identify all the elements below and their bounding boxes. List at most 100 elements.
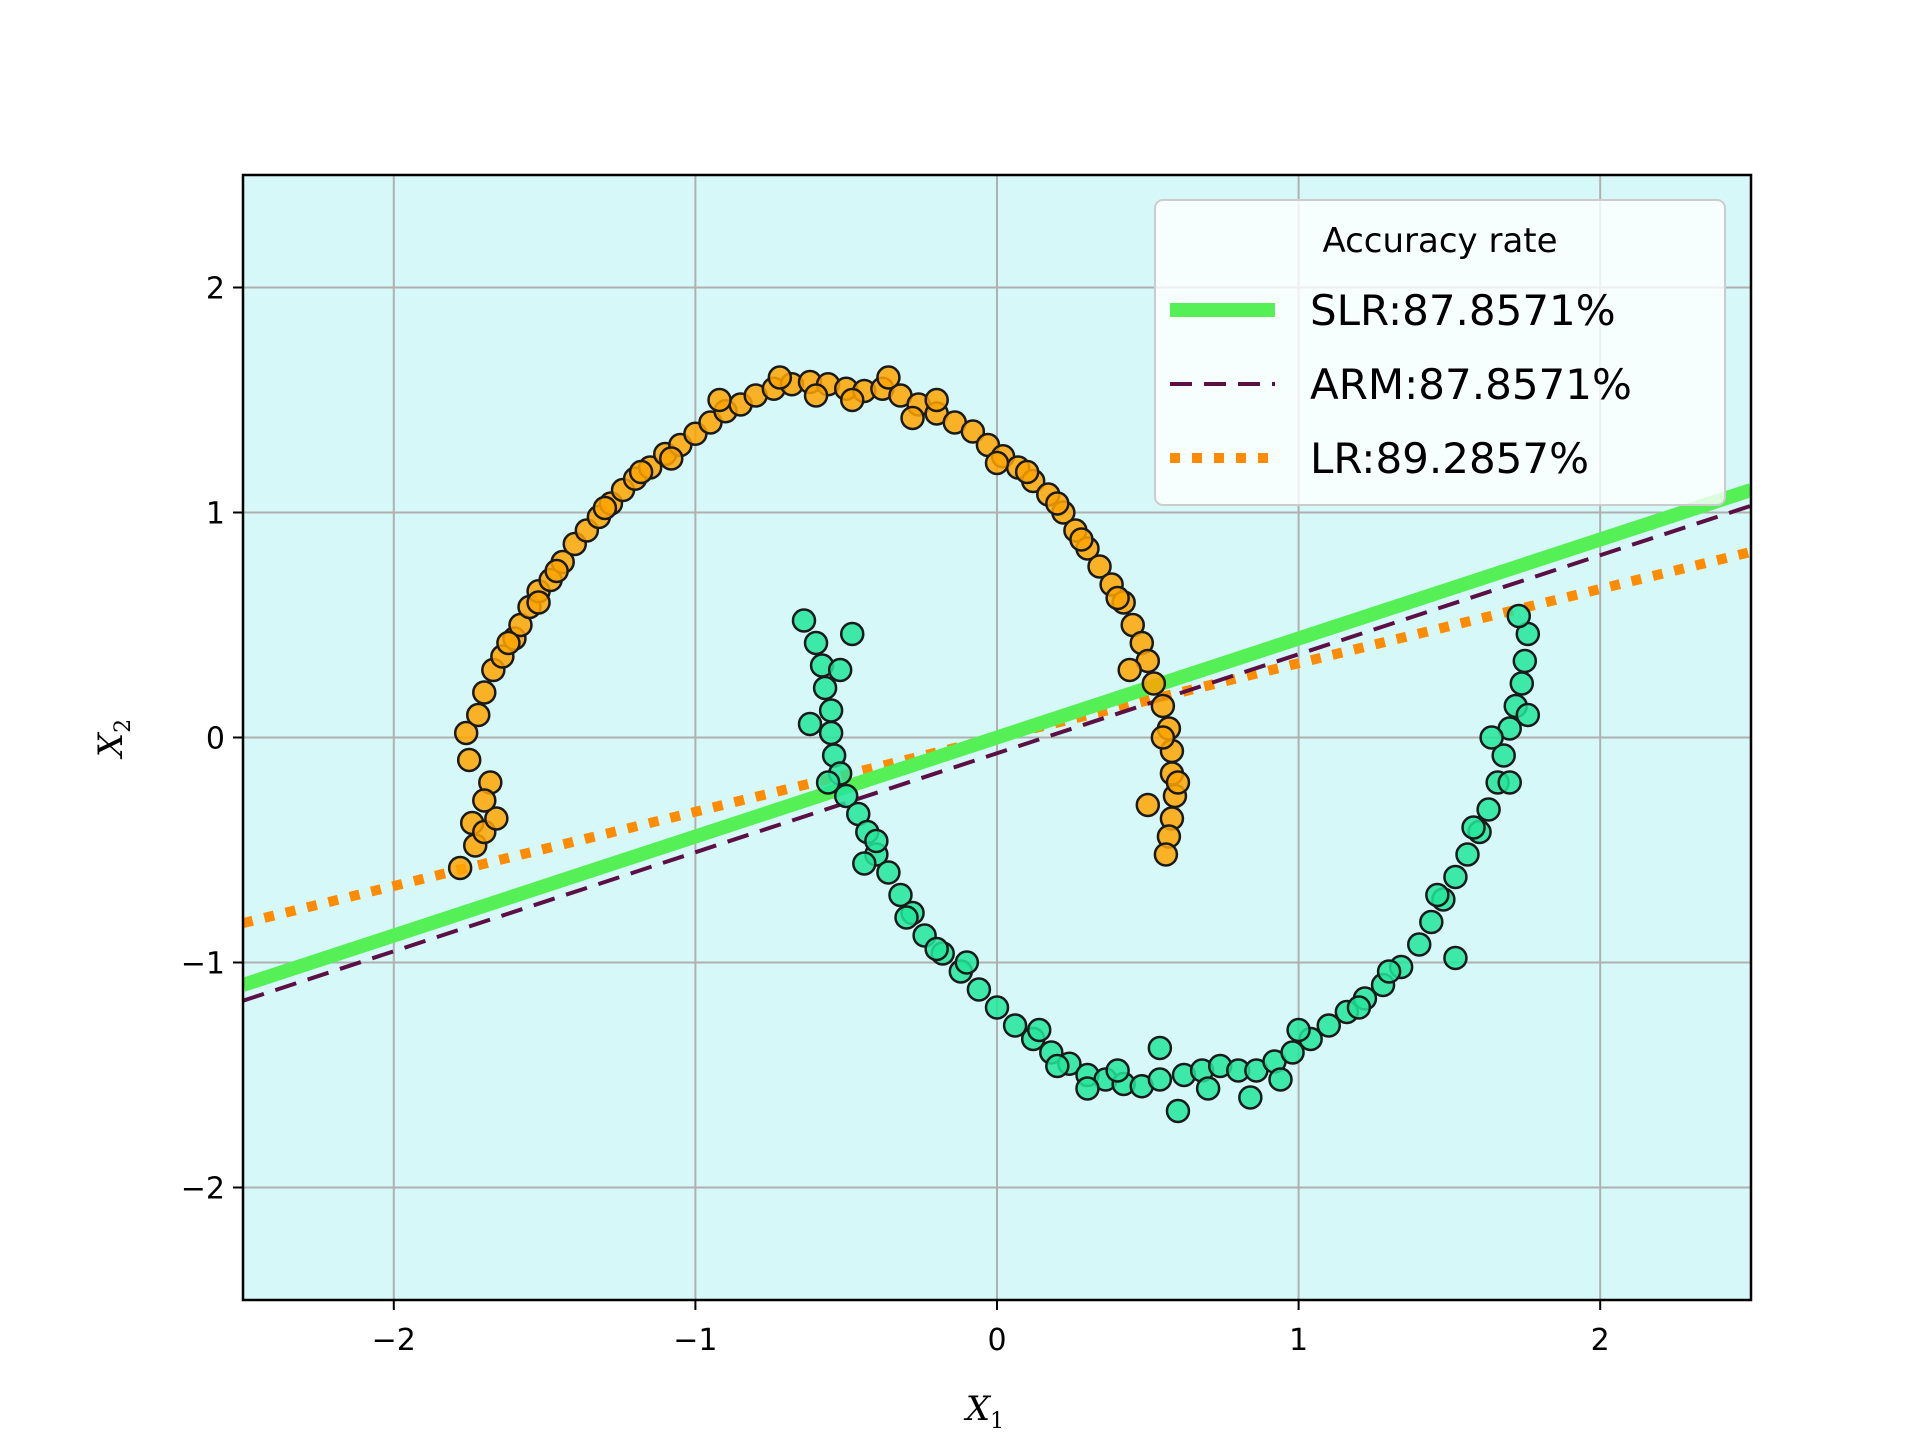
scatter-point-lower-moon [818, 698, 844, 723]
legend-entry-label: LR:89.2857% [1310, 434, 1589, 483]
scatter-point-upper-moon [803, 383, 829, 408]
scatter-point-lower-moon [1280, 1040, 1305, 1065]
scatter-point-upper-moon [592, 495, 618, 521]
scatter-point-upper-moon [900, 405, 925, 431]
scatter-point-lower-moon [1075, 1076, 1100, 1101]
scatter-point-lower-moon [791, 608, 817, 633]
scatter-point-upper-moon [1117, 657, 1142, 683]
scatter-point-lower-moon [1045, 1053, 1070, 1079]
scatter-point-upper-moon [1150, 725, 1176, 750]
scatter-point-upper-moon [1045, 491, 1070, 516]
scatter-point-lower-moon [1346, 995, 1372, 1020]
scatter-point-upper-moon [707, 387, 732, 413]
scatter-point-upper-moon [472, 788, 497, 813]
scatter-point-lower-moon [803, 630, 829, 656]
scatter-point-lower-moon [1376, 959, 1402, 984]
scatter-point-lower-moon [876, 860, 901, 885]
y-axis-label: X2 [91, 719, 136, 760]
scatter-point-lower-moon [815, 770, 841, 795]
scatter-point-upper-moon [1087, 554, 1112, 579]
scatter-point-lower-moon [1195, 1076, 1221, 1101]
scatter-point-lower-moon [1479, 725, 1504, 750]
scatter-point-upper-moon [960, 419, 986, 444]
decision-lines [243, 483, 1751, 1003]
legend: Accuracy rate SLR:87.8571% ARM:87.8571% LR… [1154, 199, 1726, 506]
scatter-point-lower-moon [966, 977, 992, 1002]
scatter-point-lower-moon [1147, 1067, 1173, 1092]
scatter-point-lower-moon [1491, 743, 1516, 768]
legend-entry-label: SLR:87.8571% [1310, 286, 1616, 335]
scatter-point-upper-moon [544, 558, 569, 584]
axis-ticks: −2 −1 0 1 2 −2 −1 0 1 2 [181, 272, 1610, 1359]
scatter-point-lower-moon [1316, 1013, 1342, 1038]
scatter-point-upper-moon [1165, 770, 1191, 795]
scatter-point-lower-moon [954, 950, 980, 975]
scatter-point-upper-moon [924, 387, 949, 413]
scatter-point-upper-moon [839, 387, 865, 413]
y-tick-label: 1 [206, 497, 225, 532]
scatter-point-upper-moon [526, 590, 551, 615]
scatter-point-upper-moon [1153, 842, 1179, 867]
scatter-point-upper-moon [1069, 527, 1094, 552]
scatter-point-upper-moon [456, 747, 482, 773]
y-tick-label: −2 [181, 1172, 225, 1207]
legend-box [1154, 199, 1726, 506]
legend-entry-label: ARM:87.8571% [1310, 360, 1632, 409]
scatter-point-lower-moon [894, 905, 919, 930]
fit-line-arm [243, 503, 1751, 1003]
scatter-point-upper-moon [876, 365, 901, 390]
scatter-point-upper-moon [1135, 792, 1161, 818]
scatter-point-lower-moon [1026, 1017, 1052, 1043]
scatter-point-lower-moon [1512, 648, 1538, 674]
scatter-point-upper-moon [767, 365, 793, 390]
scatter-point-lower-moon [1165, 1098, 1191, 1124]
scatter-point-lower-moon [888, 882, 913, 908]
scatter-point-lower-moon [864, 828, 889, 854]
scatter-point-lower-moon [833, 783, 859, 809]
scatter-point-lower-moon [1509, 671, 1535, 696]
x-tick-label: 0 [987, 1323, 1006, 1358]
scatter-point-lower-moon [1506, 603, 1532, 629]
scatter-point-upper-moon [465, 702, 491, 728]
scatter-point-lower-moon [1419, 909, 1444, 935]
y-tick-label: 0 [206, 722, 225, 757]
x-tick-label: −1 [673, 1323, 717, 1358]
scatter-point-lower-moon [1105, 1058, 1130, 1083]
scatter-point-upper-moon [1105, 585, 1130, 611]
fit-line-slr [243, 483, 1751, 992]
y-tick-label: 2 [206, 272, 225, 307]
scatter-point-lower-moon [1286, 1017, 1311, 1043]
scatter-point-lower-moon [852, 851, 877, 876]
scatter-point-lower-moon [797, 711, 823, 737]
scatter-point-upper-moon [1150, 693, 1176, 719]
scatter-point-lower-moon [1455, 842, 1480, 867]
scatter-point-lower-moon [1443, 945, 1468, 971]
scatter-point-lower-moon [1443, 864, 1468, 890]
scatter-point-lower-moon [839, 621, 865, 647]
x-tick-label: 2 [1591, 1323, 1610, 1358]
scatter-point-lower-moon [827, 657, 853, 683]
scatter-point-lower-moon [1497, 770, 1522, 795]
scatter-point-upper-moon [472, 680, 497, 705]
scatter-point-lower-moon [1268, 1067, 1293, 1092]
scatter-point-upper-moon [484, 806, 509, 831]
scatter-point-upper-moon [453, 720, 479, 746]
scatter-point-lower-moon [1002, 1013, 1028, 1038]
x-tick-label: 1 [1289, 1323, 1308, 1358]
scatter-point-lower-moon [924, 936, 949, 962]
scatter-points [447, 365, 1541, 1124]
scatter-point-lower-moon [1461, 815, 1486, 840]
scatter-point-lower-moon [1425, 882, 1450, 908]
scatter-point-lower-moon [1406, 932, 1432, 957]
x-tick-label: −2 [372, 1323, 416, 1358]
x-axis-label: X1 [963, 1389, 1004, 1434]
scatter-point-upper-moon [659, 446, 684, 471]
scatter-point-upper-moon [496, 630, 521, 656]
scatter-point-lower-moon [812, 675, 838, 701]
scatter-point-upper-moon [1141, 671, 1167, 696]
legend-title: Accuracy rate [1322, 221, 1557, 261]
scatter-point-upper-moon [1014, 459, 1040, 485]
scatter-point-lower-moon [818, 720, 844, 746]
scatter-point-lower-moon [1476, 797, 1501, 822]
